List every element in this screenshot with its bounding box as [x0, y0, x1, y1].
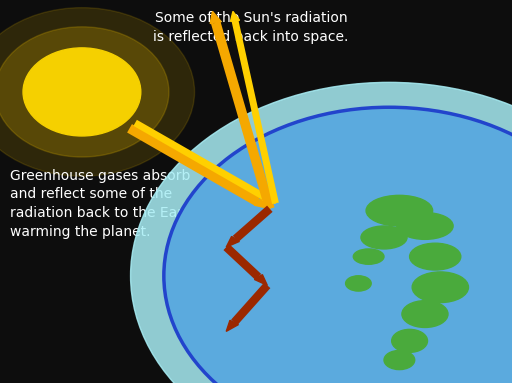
Ellipse shape — [346, 276, 371, 291]
Ellipse shape — [353, 249, 384, 264]
FancyArrow shape — [210, 11, 221, 23]
Circle shape — [23, 48, 141, 136]
Circle shape — [0, 8, 195, 176]
Ellipse shape — [384, 350, 415, 370]
FancyArrow shape — [226, 320, 239, 331]
Ellipse shape — [397, 213, 453, 239]
Ellipse shape — [410, 243, 461, 270]
Ellipse shape — [361, 226, 407, 249]
Circle shape — [0, 27, 169, 157]
Circle shape — [131, 82, 512, 383]
FancyArrow shape — [226, 236, 240, 247]
Circle shape — [164, 107, 512, 383]
Ellipse shape — [412, 272, 468, 303]
FancyArrow shape — [263, 195, 275, 203]
Ellipse shape — [366, 195, 433, 226]
FancyArrow shape — [254, 275, 267, 285]
Ellipse shape — [392, 329, 428, 352]
Text: Some of the Sun's radiation
is reflected back into space.: Some of the Sun's radiation is reflected… — [153, 11, 349, 44]
Ellipse shape — [402, 301, 448, 327]
FancyArrow shape — [254, 198, 270, 209]
FancyArrow shape — [230, 11, 240, 21]
Text: Greenhouse gases absorb
and reflect some of the
radiation back to the Earth,
war: Greenhouse gases absorb and reflect some… — [10, 169, 202, 239]
